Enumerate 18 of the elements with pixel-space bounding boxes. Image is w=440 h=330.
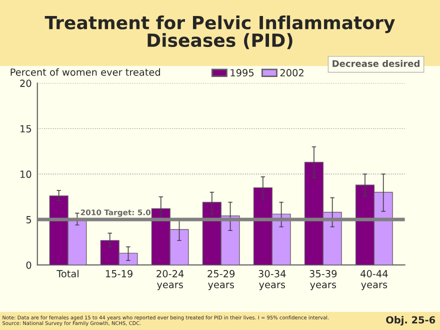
y-tick-label: 20 (20, 80, 32, 87)
x-tick-label: 30-34 years (258, 270, 286, 290)
x-tick-label: 40-44 years (360, 270, 388, 290)
y-tick-label: 10 (20, 170, 32, 178)
x-tick-label: 35-39 years (310, 270, 337, 290)
x-tick-label: 20-24 years (156, 270, 184, 290)
legend-label: 1995 (230, 69, 254, 76)
legend-label: 2002 (280, 69, 304, 76)
y-tick-label: 0 (26, 261, 32, 269)
text: Decrease desired (332, 60, 420, 67)
chart-title: Treatment for Pelvic Inflammatory Diseases (PID) (44, 15, 395, 50)
x-tick-label: 25-29 years (208, 270, 235, 290)
y-tick-label: 5 (26, 216, 31, 224)
x-tick-label: 15-19 (106, 270, 132, 278)
y-axis-title: Percent of women ever treated (10, 68, 160, 76)
y-tick-label: 15 (20, 125, 31, 132)
x-tick-label: Total (56, 270, 78, 278)
text: Obj. 25-6 (386, 316, 436, 326)
